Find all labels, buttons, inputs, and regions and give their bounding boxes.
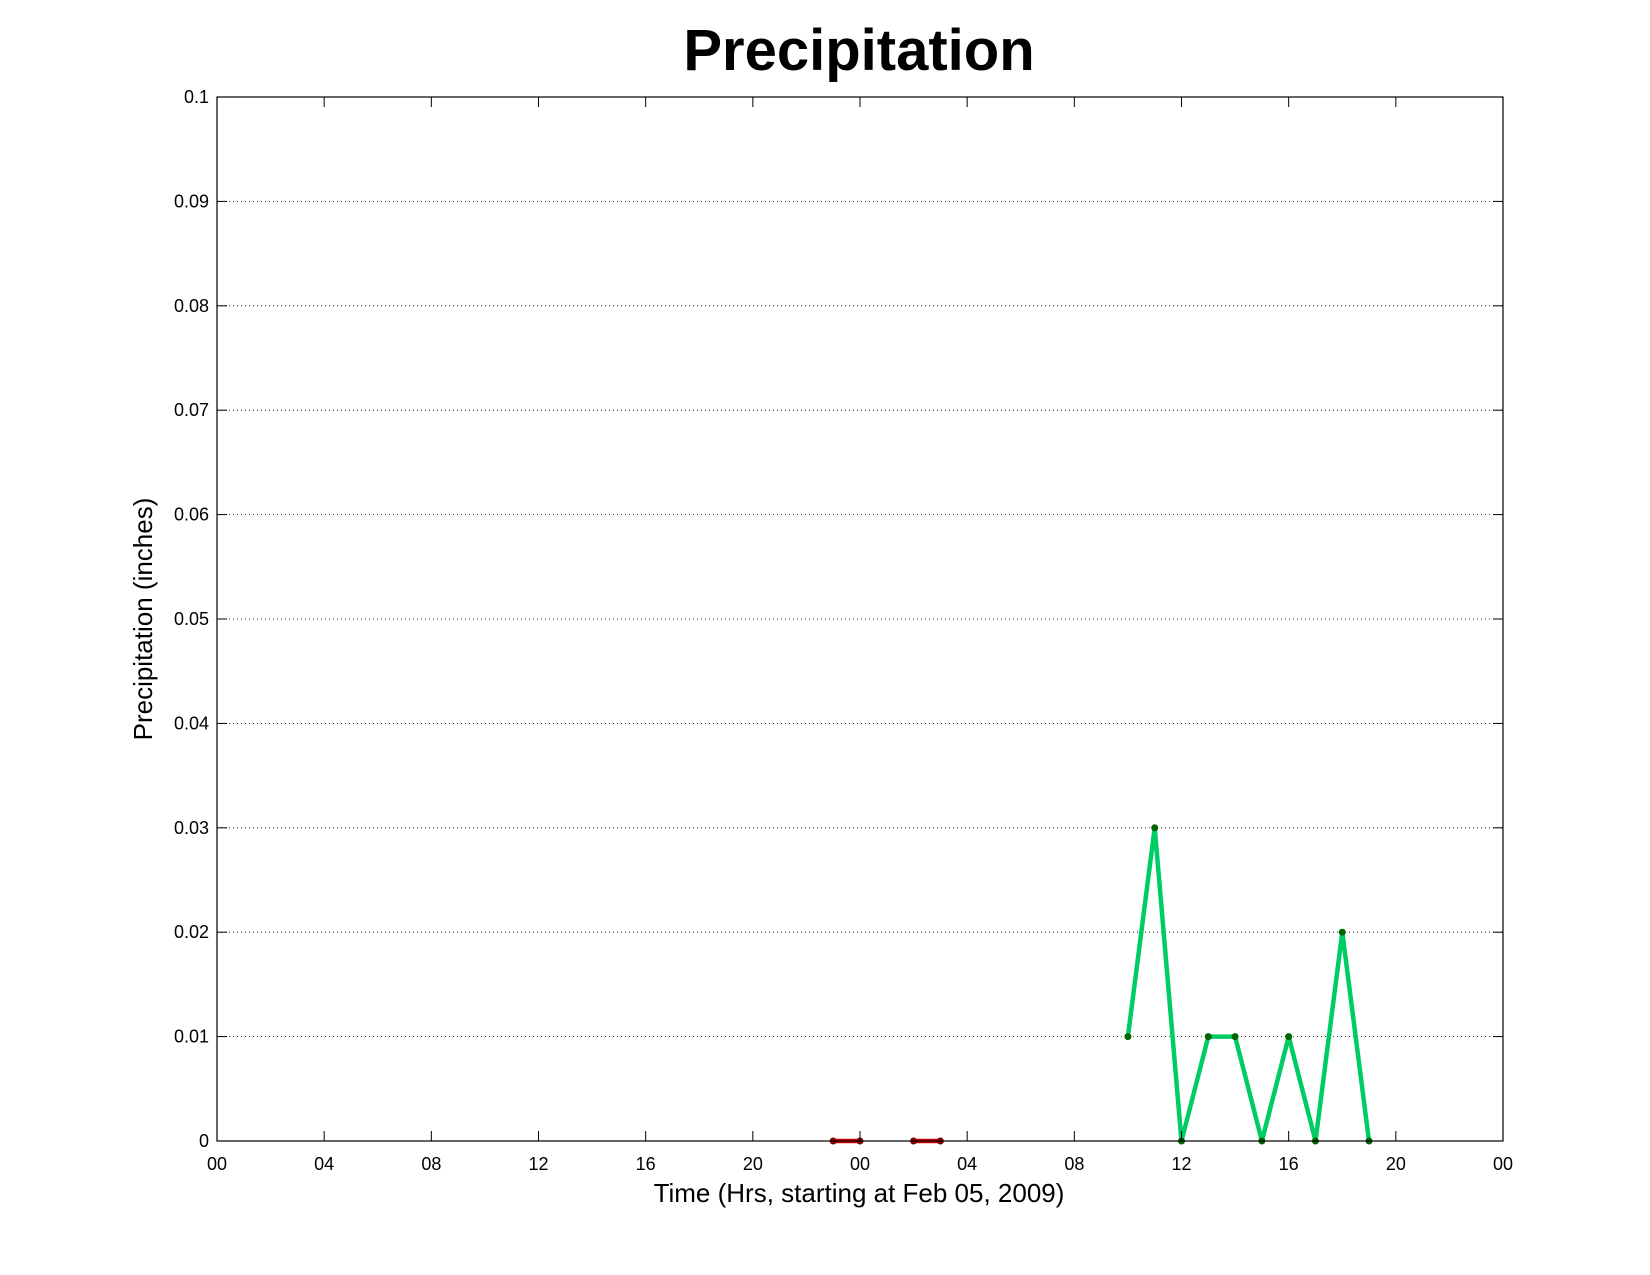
y-tick-label: 0.04 [174, 713, 209, 733]
x-tick-label: 00 [850, 1154, 870, 1174]
x-tick-label: 08 [421, 1154, 441, 1174]
x-tick-label: 12 [1171, 1154, 1191, 1174]
y-axis-label: Precipitation (inches) [128, 498, 158, 741]
x-tick-label: 04 [314, 1154, 334, 1174]
x-tick-label: 12 [528, 1154, 548, 1174]
gridlines [217, 200, 1503, 1037]
x-tick-label: 20 [743, 1154, 763, 1174]
x-tick-label: 00 [1493, 1154, 1513, 1174]
y-tick-label: 0.01 [174, 1027, 209, 1047]
y-tick-label: 0.08 [174, 296, 209, 316]
x-tick-label: 04 [957, 1154, 977, 1174]
data-point [1204, 1033, 1212, 1041]
x-tick-label: 00 [207, 1154, 227, 1174]
axis-ticks [216, 96, 1504, 1142]
y-tick-label: 0 [199, 1131, 209, 1151]
y-tick-label: 0.06 [174, 505, 209, 525]
x-tick-label: 20 [1386, 1154, 1406, 1174]
data-series [829, 824, 1373, 1145]
data-point [1151, 824, 1159, 832]
y-tick-label: 0.07 [174, 400, 209, 420]
data-point [1231, 1033, 1239, 1041]
y-tick-labels: 0 0.01 0.02 0.03 0.04 0.05 0.06 0.07 0.08 0.09 0.1 [174, 87, 209, 1151]
chart-title: Precipitation [683, 18, 1034, 83]
y-tick-label: 0.05 [174, 609, 209, 629]
x-tick-label: 08 [1064, 1154, 1084, 1174]
series-line [1125, 827, 1372, 1142]
x-tick-label: 16 [636, 1154, 656, 1174]
x-tick-label: 16 [1279, 1154, 1299, 1174]
y-tick-label: 0.1 [184, 87, 209, 107]
y-tick-label: 0.03 [174, 818, 209, 838]
data-point [1338, 928, 1346, 936]
y-tick-label: 0.02 [174, 922, 209, 942]
x-axis-label: Time (Hrs, starting at Feb 05, 2009) [654, 1178, 1065, 1208]
data-point [1285, 1033, 1293, 1041]
data-point [1124, 1033, 1132, 1041]
y-tick-label: 0.09 [174, 191, 209, 211]
x-tick-labels: 00 04 08 12 16 20 00 04 08 12 16 20 00 [207, 1154, 1513, 1174]
